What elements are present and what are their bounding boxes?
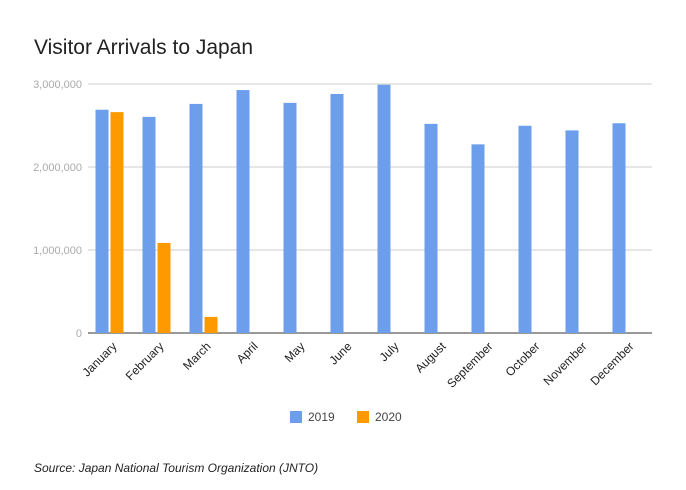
x-tick-label: November [541,339,590,388]
y-tick-label: 3,000,000 [33,79,82,91]
legend-label-2019: 2019 [308,410,335,424]
x-tick-label: April [234,339,261,366]
bar-2019-january [95,109,109,333]
bar-2019-march [189,103,203,333]
legend-swatch-2019 [290,411,302,423]
x-tick-label: September [444,339,495,390]
x-tick-label: March [180,339,213,372]
bar-2019-october [518,125,532,334]
bar-2019-august [424,123,438,333]
bar-2020-january [110,112,124,334]
x-tick-label: October [503,339,543,379]
x-tick-label: February [123,339,167,383]
bar-2019-september [471,144,485,333]
bar-2019-may [283,102,297,333]
x-axis-labels: January February March April May June July Augu… [80,339,637,391]
bar-2019-february [142,116,156,333]
x-tick-label: January [80,339,120,379]
source-note: Source: Japan National Tourism Organizat… [34,461,319,475]
y-tick-label: 1,000,000 [33,245,82,257]
x-tick-label: May [282,339,308,365]
bar-2020-february [157,242,171,333]
bar-2019-april [236,90,250,334]
bars [95,84,626,334]
bar-2019-june [330,93,344,334]
chart-title: Visitor Arrivals to Japan [34,36,254,59]
x-tick-label: December [588,339,637,388]
legend-label-2020: 2020 [375,410,402,424]
x-tick-label: June [326,339,355,368]
y-tick-label: 0 [76,328,82,340]
bar-2019-november [565,130,579,333]
x-tick-label: July [377,339,402,364]
legend-swatch-2020 [357,411,369,423]
bar-2019-december [612,123,626,333]
y-tick-label: 2,000,000 [33,162,82,174]
x-tick-label: August [412,339,449,376]
legend: 2019 2020 [290,410,402,424]
bar-2020-march [204,316,218,333]
bar-2019-july [377,84,391,333]
gridlines: 0 1,000,000 2,000,000 3,000,000 [33,79,652,340]
